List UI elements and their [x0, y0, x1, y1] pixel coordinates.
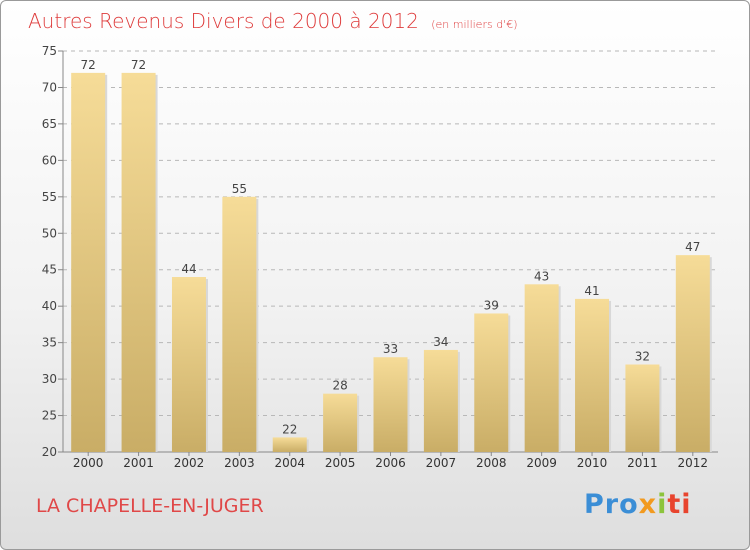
value-label-2008: 39	[484, 298, 499, 312]
bar-2001	[121, 72, 156, 452]
y-tick-label-45: 45	[42, 263, 57, 277]
bar-2002	[171, 277, 206, 452]
value-label-2012: 47	[685, 240, 700, 254]
value-label-2010: 41	[584, 284, 599, 298]
x-tick-label-2002: 2002	[174, 456, 205, 470]
bar-2010	[575, 298, 610, 452]
bar-2006	[373, 357, 408, 452]
bar-2000	[71, 72, 106, 452]
value-label-2003: 55	[232, 182, 247, 196]
value-label-2002: 44	[181, 262, 196, 276]
bars-layer	[71, 72, 712, 452]
y-tick-label-25: 25	[42, 409, 57, 423]
x-tick-label-2003: 2003	[224, 456, 255, 470]
value-label-2004: 22	[282, 422, 297, 436]
value-label-2001: 72	[131, 58, 146, 72]
value-label-2000: 72	[81, 58, 96, 72]
bar-2007	[423, 349, 458, 452]
y-tick-label-55: 55	[42, 190, 57, 204]
bar-2008	[474, 313, 509, 452]
y-tick-label-70: 70	[42, 80, 57, 94]
y-tick-label-75: 75	[42, 44, 57, 58]
y-tick-label-30: 30	[42, 372, 57, 386]
x-tick-label-2001: 2001	[123, 456, 154, 470]
value-label-2005: 28	[332, 379, 347, 393]
x-tick-label-2005: 2005	[325, 456, 356, 470]
commune-name: LA CHAPELLE-EN-JUGER	[36, 495, 264, 517]
x-tick-label-2007: 2007	[426, 456, 457, 470]
x-tick-label-2006: 2006	[375, 456, 406, 470]
chart-title-text: Autres Revenus Divers de 2000 à 2012	[28, 9, 419, 33]
chart-subtitle: (en milliers d'€)	[431, 18, 518, 31]
proxiti-logo[interactable]: Proxiti	[584, 489, 692, 520]
logo-part-2: x	[638, 489, 658, 520]
y-tick-label-50: 50	[42, 226, 57, 240]
x-tick-label-2012: 2012	[678, 456, 709, 470]
bar-2012	[675, 255, 710, 452]
bar-2011	[625, 364, 660, 452]
logo-part-4: ti	[667, 489, 692, 520]
y-tick-label-40: 40	[42, 299, 57, 313]
x-tick-label-2011: 2011	[627, 456, 658, 470]
y-tick-label-65: 65	[42, 117, 57, 131]
bar-2005	[323, 393, 358, 452]
x-tick-label-2000: 2000	[73, 456, 104, 470]
x-tick-label-2009: 2009	[526, 456, 557, 470]
chart-title: Autres Revenus Divers de 2000 à 2012 (en…	[28, 9, 518, 33]
logo-part-3: i	[657, 489, 668, 520]
value-label-2011: 32	[635, 350, 650, 364]
bar-2003	[222, 196, 257, 452]
x-tick-label-2010: 2010	[577, 456, 608, 470]
value-label-2006: 33	[383, 342, 398, 356]
labels-layer: 20 25 30 35 40 45 50 55 60 65 70 75 72 2000 72 2001 44 20…	[42, 44, 708, 470]
y-tick-label-35: 35	[42, 336, 57, 350]
y-tick-label-60: 60	[42, 153, 57, 167]
bar-2009	[524, 284, 559, 452]
value-label-2009: 43	[534, 269, 549, 283]
x-tick-label-2008: 2008	[476, 456, 507, 470]
value-label-2007: 34	[433, 335, 448, 349]
bar-2004	[272, 437, 307, 452]
x-tick-label-2004: 2004	[274, 456, 305, 470]
logo-part-1: Pro	[584, 489, 639, 520]
y-tick-label-20: 20	[42, 445, 57, 459]
